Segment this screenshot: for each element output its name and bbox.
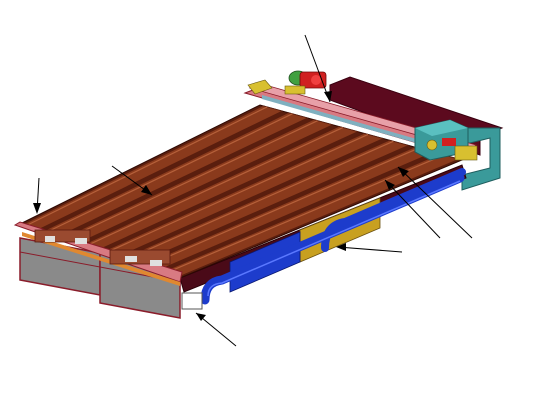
roller-highlight	[84, 127, 344, 248]
leader-line-side-2	[384, 179, 441, 239]
gantry-left-bracket	[247, 79, 273, 95]
leader-line-pipe	[337, 246, 403, 253]
arrowhead-port	[196, 313, 206, 321]
front-port	[181, 292, 203, 310]
roller-group	[19, 105, 461, 278]
arrowhead-roller	[141, 185, 152, 195]
arrowhead-pipe	[336, 243, 346, 251]
front-rail-orange	[22, 232, 180, 286]
pipe-highlight	[207, 180, 461, 297]
roller-highlight	[144, 147, 419, 268]
roller-highlight	[23, 106, 268, 228]
front-mechanism-left	[34, 229, 171, 266]
arrowhead-motor	[324, 91, 332, 102]
roller-highlight	[104, 133, 369, 254]
arrowhead-side-2	[385, 180, 395, 190]
gantry-rail	[262, 95, 455, 154]
leader-line-motor	[304, 34, 331, 103]
roller-highlight	[43, 113, 293, 235]
roller-highlight	[165, 154, 445, 274]
blue-pipe-loop	[321, 168, 466, 252]
leader-arrowheads	[33, 91, 409, 321]
roller-highlight	[124, 140, 394, 261]
arrowhead-side-1	[398, 167, 409, 177]
arrowhead-front-edge	[33, 203, 41, 214]
carriage-unit	[414, 119, 478, 161]
leader-line-side-1	[397, 166, 473, 239]
blue-pipe-lower	[200, 173, 465, 305]
roller-highlight	[63, 120, 318, 241]
motor-unit	[284, 70, 327, 95]
